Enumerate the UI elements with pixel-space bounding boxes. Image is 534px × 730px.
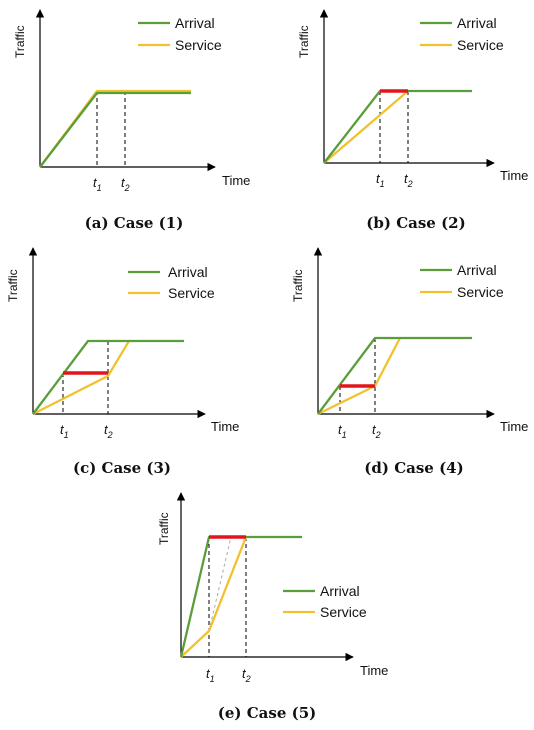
x-axis-label: Time (222, 173, 250, 188)
service-curve (317, 337, 402, 416)
x-axis-label: Time (500, 419, 528, 434)
panel-case-4: Traffic Time Arrival Service t1 t2 (d) C… (291, 247, 528, 477)
t1-label: t1 (338, 422, 347, 440)
panel-case-2: Traffic Time Arrival Service t1 t2 (b) C… (297, 9, 528, 232)
y-axis-label: Traffic (13, 25, 27, 58)
caption-b: (b) Case (2) (366, 214, 465, 232)
y-axis-label: Traffic (157, 512, 171, 545)
t2-label: t2 (121, 175, 130, 193)
service-curve (39, 89, 191, 168)
x-axis-label: Time (500, 168, 528, 183)
x-axis-label: Time (211, 419, 239, 434)
legend-service-label: Service (175, 37, 222, 53)
legend-service-label: Service (457, 284, 504, 300)
reference-dashed-line (208, 536, 232, 632)
arrival-curve (32, 339, 184, 415)
panel-case-3: Traffic Time Arrival Service t1 t2 (c) C… (6, 247, 239, 477)
legend-arrival-label: Arrival (168, 264, 208, 280)
y-axis-label: Traffic (291, 269, 305, 302)
legend-service-label: Service (168, 285, 215, 301)
t1-label: t1 (206, 666, 215, 684)
caption-a: (a) Case (1) (85, 214, 184, 232)
legend-arrival-label: Arrival (457, 262, 497, 278)
arrival-curve (323, 89, 472, 164)
legend-service-label: Service (320, 604, 367, 620)
t2-label: t2 (404, 171, 413, 189)
service-curve (323, 90, 409, 164)
service-curve (32, 340, 130, 416)
caption-d: (d) Case (4) (364, 459, 463, 477)
arrival-curve (39, 91, 191, 168)
t1-label: t1 (376, 171, 385, 189)
y-axis-label: Traffic (6, 269, 20, 302)
t2-label: t2 (242, 666, 251, 684)
legend-arrival-label: Arrival (320, 583, 360, 599)
t2-label: t2 (372, 422, 381, 440)
caption-e: (e) Case (5) (218, 704, 316, 722)
panel-case-5: Traffic Time Arrival Service t1 t2 (e) C… (157, 492, 388, 722)
panel-case-1: Traffic Time Arrival Service t1 t2 (a) C… (13, 9, 250, 232)
legend-arrival-label: Arrival (175, 15, 215, 31)
x-axis-label: Time (360, 663, 388, 678)
t2-label: t2 (104, 422, 113, 440)
caption-c: (c) Case (3) (73, 459, 171, 477)
arrival-curve (317, 336, 472, 415)
t1-label: t1 (60, 422, 69, 440)
y-axis-label: Traffic (297, 25, 311, 58)
t1-label: t1 (93, 175, 102, 193)
service-curve (180, 536, 248, 658)
legend-arrival-label: Arrival (457, 15, 497, 31)
legend-service-label: Service (457, 37, 504, 53)
